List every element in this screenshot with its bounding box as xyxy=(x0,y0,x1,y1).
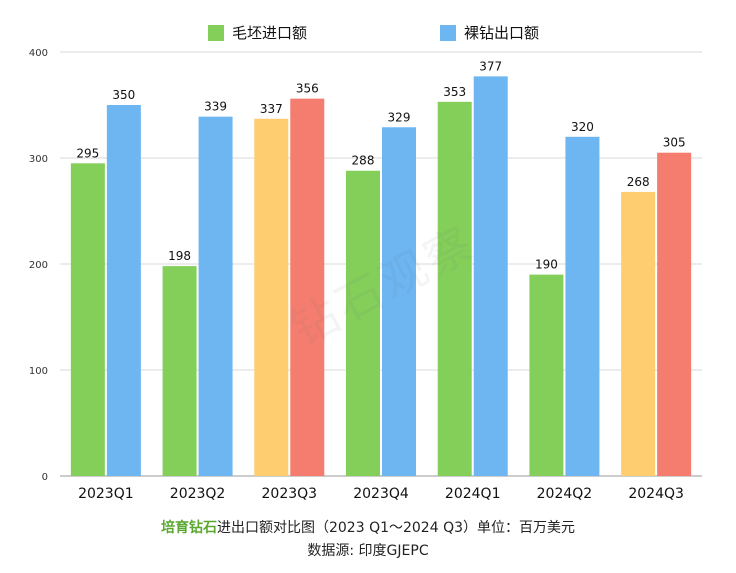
data-label-export-2023Q4: 329 xyxy=(388,110,411,124)
legend-swatch-export xyxy=(440,24,456,41)
y-tick-label-0: 0 xyxy=(42,472,48,483)
bar-export-2024Q2 xyxy=(565,136,600,477)
bar-export-2024Q1 xyxy=(473,76,508,476)
data-label-export-2023Q2: 339 xyxy=(204,100,227,114)
data-label-import-2023Q3: 337 xyxy=(260,102,283,116)
data-label-import-2023Q4: 288 xyxy=(352,154,375,168)
data-label-export-2024Q3: 305 xyxy=(663,136,686,150)
x-tick-label-2024Q1: 2024Q1 xyxy=(445,486,501,502)
legend-label-import: 毛坯进口额 xyxy=(232,24,308,42)
data-label-import-2024Q3: 268 xyxy=(627,175,650,189)
bar-import-2023Q3 xyxy=(254,118,289,476)
x-tick-label-2024Q2: 2024Q2 xyxy=(537,486,593,502)
x-tick-label-2023Q2: 2023Q2 xyxy=(170,486,226,502)
y-tick-label-200: 200 xyxy=(29,260,48,271)
data-label-export-2024Q2: 320 xyxy=(571,120,594,134)
x-tick-label-2024Q3: 2024Q3 xyxy=(628,486,684,502)
data-label-export-2023Q3: 356 xyxy=(296,82,319,96)
chart-caption: 培育钻石进出口额对比图（2023 Q1～2024 Q3）单位：百万美元 xyxy=(0,517,736,537)
x-axis-ticks: 2023Q1 2023Q2 2023Q3 2023Q4 2024Q1 2024Q2 2024… xyxy=(78,486,684,502)
legend-swatch-import xyxy=(208,24,224,41)
legend: 毛坯进口额 裸钻出口额 xyxy=(0,22,736,46)
bar-export-2024Q3 xyxy=(657,152,692,476)
bar-import-2024Q1 xyxy=(437,101,472,476)
data-label-export-2024Q1: 377 xyxy=(479,59,502,73)
caption-title: 进出口额对比图（2023 Q1～2024 Q3）单位：百万美元 xyxy=(216,520,575,536)
data-label-export-2023Q1: 350 xyxy=(112,88,135,102)
bar-export-2023Q3 xyxy=(290,98,325,476)
y-tick-label-100: 100 xyxy=(29,366,48,377)
bars xyxy=(70,76,692,477)
x-tick-label-2023Q3: 2023Q3 xyxy=(262,486,318,502)
y-axis-ticks: 0 100 200 300 400 xyxy=(29,48,48,483)
bar-export-2023Q4 xyxy=(382,127,416,476)
bar-import-2023Q1 xyxy=(70,163,105,477)
y-tick-label-400: 400 xyxy=(29,48,48,59)
bar-import-2024Q2 xyxy=(529,274,564,476)
data-label-import-2023Q2: 198 xyxy=(168,249,191,263)
bar-import-2024Q3 xyxy=(621,191,656,477)
data-label-import-2024Q1: 353 xyxy=(443,85,466,99)
bar-export-2023Q1 xyxy=(106,105,141,476)
x-tick-label-2023Q1: 2023Q1 xyxy=(78,486,134,502)
legend-item-import[interactable]: 毛坯进口额 xyxy=(208,22,307,43)
caption-highlight: 培育钻石 xyxy=(160,520,217,536)
data-source: 数据源: 印度GJEPC xyxy=(307,543,429,559)
x-tick-label-2023Q4: 2023Q4 xyxy=(353,486,409,502)
legend-item-export[interactable]: 裸钻出口额 xyxy=(440,22,539,43)
data-label-import-2023Q1: 295 xyxy=(76,146,99,160)
data-labels: 295 350 198 339 337 356 288 329 353 377 190 320 268 3… xyxy=(76,59,685,271)
bar-import-2023Q4 xyxy=(346,170,380,476)
y-tick-label-300: 300 xyxy=(29,154,48,165)
bar-import-2023Q2 xyxy=(162,266,197,476)
data-label-import-2024Q2: 190 xyxy=(535,258,558,272)
bar-export-2023Q2 xyxy=(198,116,233,476)
legend-label-export: 裸钻出口额 xyxy=(464,24,540,42)
